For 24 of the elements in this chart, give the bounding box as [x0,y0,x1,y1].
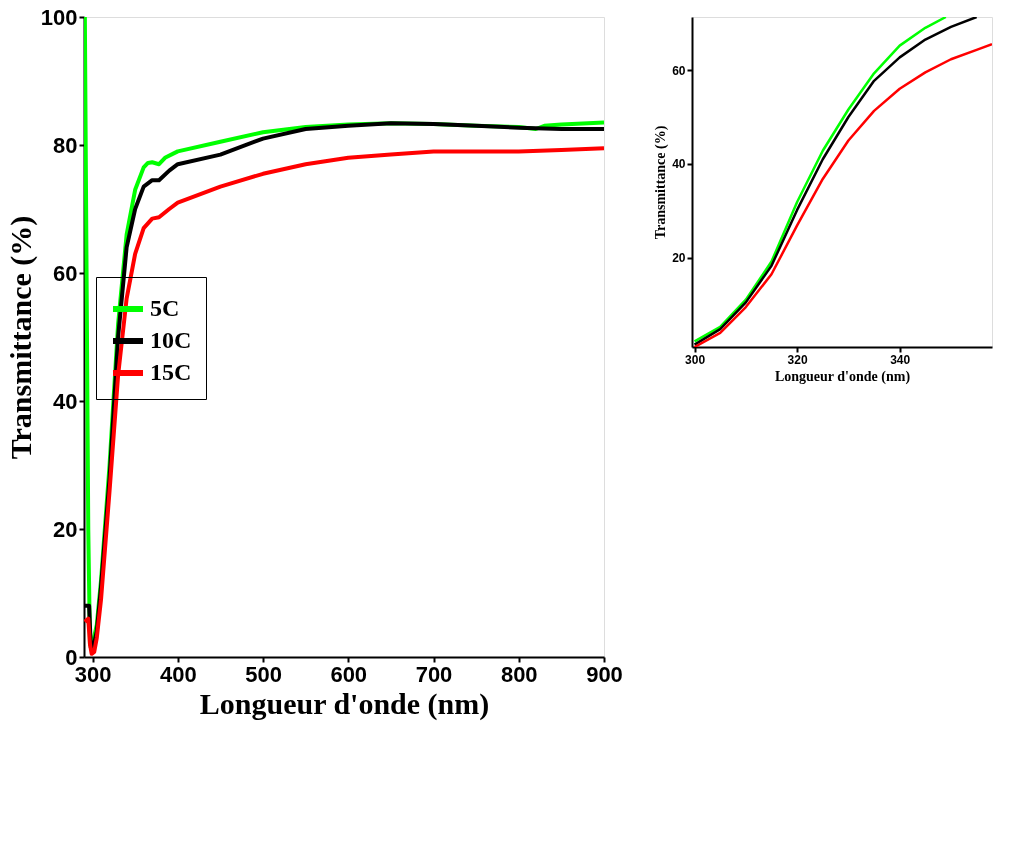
y-axis-title: Transmittance (%) [653,125,670,240]
x-axis-title: Longueur d'onde (nm) [774,368,911,385]
y-tick-label: 60 [672,63,686,78]
y-tick-label: 20 [672,251,686,266]
x-tick-label: 800 [500,661,538,687]
y-tick-label: 60 [53,260,78,286]
y-axis-title: Transmittance (%) [3,215,38,460]
x-tick-label: 320 [787,352,808,367]
legend-label: 10C [150,327,192,353]
x-tick-label: 600 [330,661,368,687]
x-tick-label: 500 [245,661,282,687]
x-tick-label: 700 [415,661,453,687]
x-tick-label: 400 [159,661,197,687]
y-tick-label: 80 [53,132,78,158]
x-tick-label: 340 [890,352,911,367]
legend-label: 15C [150,359,192,385]
y-tick-label: 100 [40,4,78,30]
x-axis-title: Longueur d'onde (nm) [199,686,490,721]
y-tick-label: 40 [53,388,78,414]
legend-label: 5C [150,295,180,321]
x-tick-label: 300 [685,352,706,367]
x-tick-label: 900 [586,661,623,687]
y-tick-label: 40 [672,157,686,172]
y-tick-label: 20 [53,516,78,542]
